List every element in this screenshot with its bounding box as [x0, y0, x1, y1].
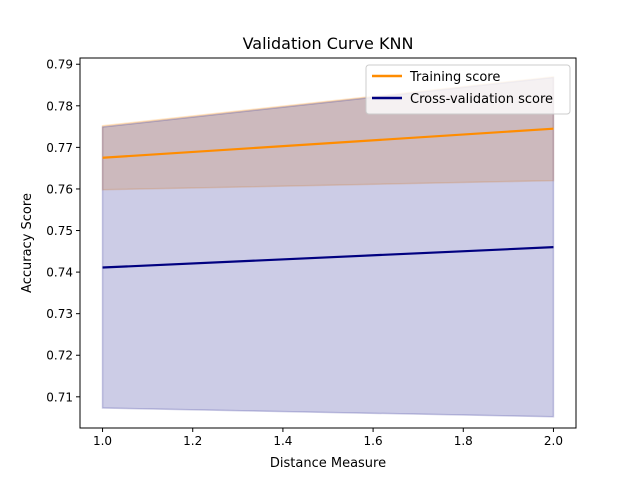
y-tick-label: 0.77 [46, 141, 73, 155]
x-tick-label: 2.0 [544, 434, 563, 448]
x-axis-label: Distance Measure [270, 456, 386, 471]
plot-frame [79, 57, 577, 429]
y-tick-label: 0.72 [46, 349, 73, 363]
confidence-bands [101, 75, 555, 418]
chart-title: Validation Curve KNN [243, 34, 414, 53]
y-tick-label: 0.78 [46, 99, 73, 113]
x-tick-label: 1.8 [454, 434, 473, 448]
x-axis-ticks: 1.0 1.2 1.4 1.6 1.8 2.0 [93, 428, 563, 448]
y-axis-label: Accuracy Score [20, 193, 35, 293]
y-tick-label: 0.73 [46, 307, 73, 321]
legend: Training score Cross-validation score [365, 64, 571, 115]
legend-label-cross-validation: Cross-validation score [410, 92, 553, 107]
y-axis-ticks: 0.71 0.72 0.73 0.74 0.75 0.76 0.77 0.78 0.79 [46, 58, 80, 404]
y-tick-label: 0.71 [46, 390, 73, 404]
y-tick-label: 0.76 [46, 182, 73, 196]
y-tick-label: 0.79 [46, 58, 73, 72]
x-tick-label: 1.0 [93, 434, 112, 448]
line-series-0 [102, 127, 554, 159]
x-tick-label: 1.2 [183, 434, 202, 448]
band-series-1 [101, 76, 555, 418]
y-tick-label: 0.75 [46, 224, 73, 238]
series-lines [102, 127, 554, 269]
legend-box [365, 64, 571, 115]
legend-label-training: Training score [409, 70, 500, 85]
x-tick-label: 1.4 [273, 434, 292, 448]
line-series-1 [102, 246, 554, 269]
x-tick-label: 1.6 [364, 434, 383, 448]
y-tick-label: 0.74 [46, 266, 73, 280]
